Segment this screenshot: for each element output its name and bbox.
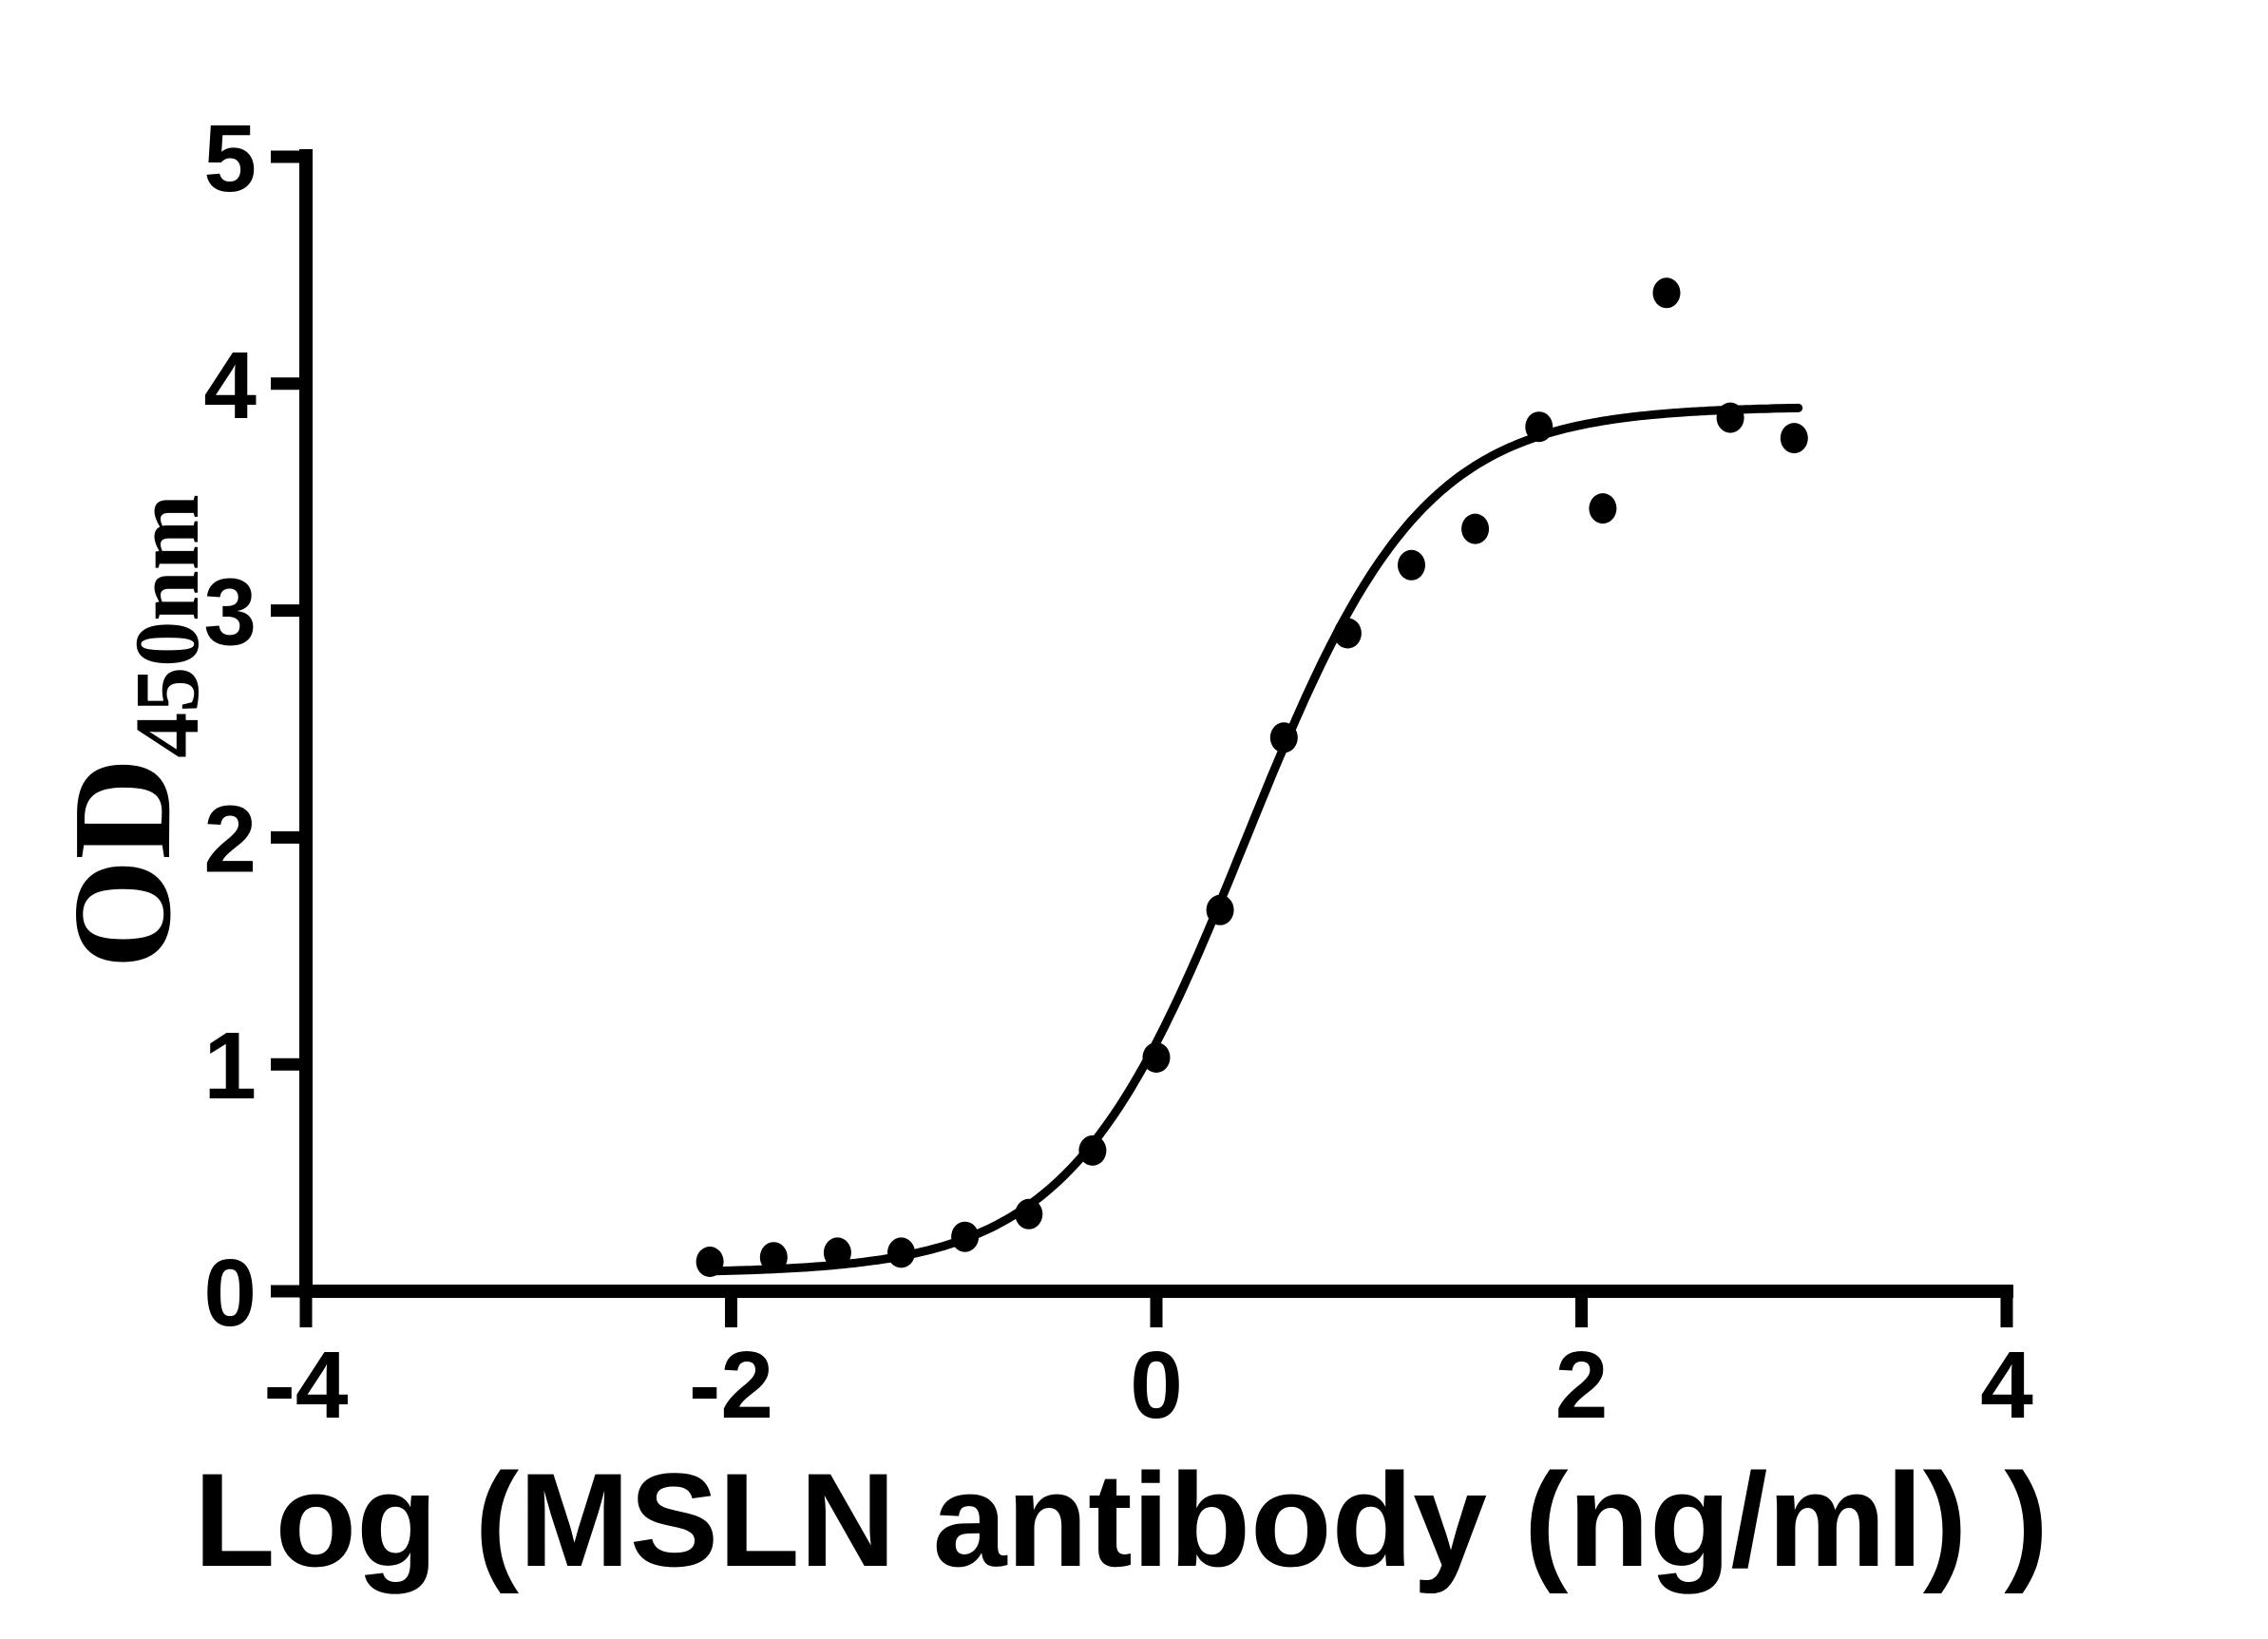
y-tick-label: 4 [203, 333, 257, 439]
data-point [1652, 277, 1681, 309]
data-point [887, 1237, 915, 1268]
data-point [1398, 549, 1425, 581]
y-tick-label: 5 [203, 105, 257, 212]
x-tick-label: -4 [264, 1332, 349, 1439]
data-point [1142, 1042, 1171, 1073]
data-points-group [696, 277, 1808, 1277]
y-tick-label: 0 [203, 1240, 257, 1346]
data-point [1078, 1134, 1107, 1166]
x-tick-label: 4 [1980, 1332, 2033, 1439]
x-tick-label: -2 [689, 1332, 773, 1439]
y-tick-label: 2 [203, 786, 257, 892]
data-point [1716, 402, 1744, 433]
x-axis-title: Log (MSLN antibody (ng/ml) ) [194, 1445, 2049, 1594]
data-point [823, 1237, 851, 1268]
y-tick-label: 3 [203, 560, 257, 666]
data-point [1780, 423, 1808, 454]
data-point [759, 1242, 788, 1273]
data-point [1015, 1198, 1043, 1229]
y-axis-title-subscript: 450nm [116, 494, 218, 757]
data-point [1333, 618, 1362, 649]
data-point [1206, 894, 1234, 925]
data-point [1269, 722, 1298, 753]
data-point [696, 1247, 724, 1277]
data-point [951, 1221, 980, 1252]
y-tick-label: 1 [203, 1013, 257, 1119]
data-point [1589, 493, 1617, 524]
y-ticks-group [271, 150, 306, 1298]
y-axis-title: OD450nm [45, 494, 218, 968]
data-point [1461, 513, 1490, 544]
x-tick-labels-group: -4 -2 0 2 4 [264, 1332, 2034, 1439]
y-tick-labels-group: 0 1 2 3 4 5 [203, 105, 257, 1346]
y-axis-title-main: OD [45, 758, 200, 969]
fit-curve-path [701, 403, 1803, 1276]
data-point [1525, 411, 1553, 443]
x-tick-label: 0 [1130, 1332, 1183, 1439]
axes-group [299, 149, 2013, 1298]
x-tick-label: 2 [1555, 1332, 1609, 1439]
fit-curve-group [701, 403, 1803, 1276]
